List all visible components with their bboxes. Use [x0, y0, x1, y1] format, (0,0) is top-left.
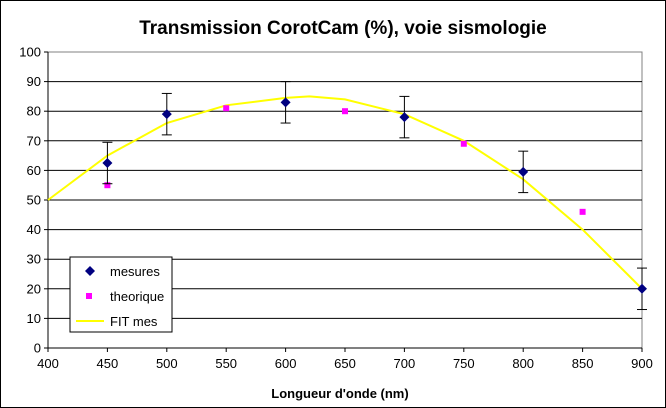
theorique-point-650 — [342, 108, 348, 115]
mesures-point-450 — [102, 158, 113, 168]
tick-label-x-650: 650 — [334, 356, 356, 371]
tick-label-x-850: 850 — [572, 356, 594, 371]
tick-label-y-0: 0 — [34, 341, 41, 356]
legend-label-theorique: theorique — [110, 289, 164, 304]
theorique-point-550 — [223, 105, 230, 112]
tick-label-x-550: 550 — [215, 356, 237, 371]
fit-line — [47, 95, 643, 290]
tick-label-y-100: 100 — [19, 45, 41, 60]
chart-title: Transmission CorotCam (%), voie sismolog… — [139, 18, 547, 39]
mesures-point-700 — [399, 112, 410, 123]
mesures-point-900 — [637, 283, 647, 294]
theorique-point-450 — [104, 182, 111, 189]
tick-label-y-70: 70 — [27, 133, 41, 148]
legend: mesures theorique FIT mes — [69, 256, 173, 333]
tick-label-x-450: 450 — [97, 356, 119, 371]
data-marks — [102, 81, 647, 311]
mesures-point-600 — [280, 97, 291, 108]
fit-line-group — [47, 95, 643, 290]
tick-label-x-900: 900 — [631, 356, 653, 371]
tick-label-y-30: 30 — [27, 252, 41, 267]
tick-label-y-60: 60 — [27, 163, 41, 178]
legend-label-mesures: mesures — [110, 264, 160, 279]
tick-labels: 0 10 20 30 40 50 60 70 80 90 100 400 450 500 550 600 650… — [19, 45, 653, 372]
tick-label-x-400: 400 — [37, 356, 59, 371]
tick-label-y-90: 90 — [27, 74, 41, 89]
theorique-point-850 — [579, 208, 586, 215]
tick-label-y-50: 50 — [27, 193, 41, 208]
legend-marker-mesures — [85, 266, 95, 276]
mesures-point-800 — [518, 166, 529, 177]
mesures-point-500 — [161, 109, 172, 120]
x-axis-label: Longueur d'onde (nm) — [271, 386, 408, 401]
tick-label-x-500: 500 — [156, 356, 178, 371]
tick-label-y-10: 10 — [27, 311, 41, 326]
tick-label-y-20: 20 — [27, 281, 41, 296]
tick-label-x-600: 600 — [275, 356, 297, 371]
tick-label-y-80: 80 — [27, 104, 41, 119]
tick-label-x-800: 800 — [512, 356, 534, 371]
legend-label-fit: FIT mes — [110, 314, 158, 329]
legend-marker-theorique — [86, 293, 92, 299]
tick-label-y-40: 40 — [27, 222, 41, 237]
theorique-point-750 — [460, 140, 467, 147]
tick-label-x-750: 750 — [453, 356, 475, 371]
tick-label-x-700: 700 — [394, 356, 416, 371]
